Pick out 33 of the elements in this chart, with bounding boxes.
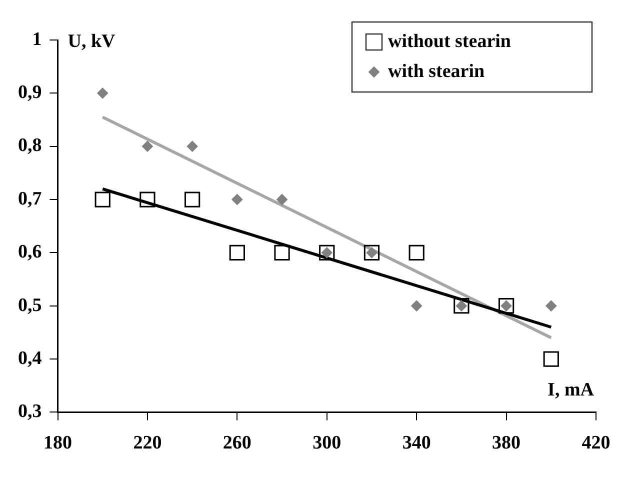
point	[546, 300, 557, 312]
y-tick-label: 0,4	[18, 348, 42, 369]
y-tick-label: 0,7	[18, 188, 42, 210]
point	[229, 244, 245, 261]
point	[543, 351, 559, 367]
point	[97, 88, 108, 99]
y-tick-label: 0,3	[18, 401, 42, 422]
point	[184, 192, 200, 208]
point	[186, 140, 198, 152]
x-tick-label: 420	[582, 432, 610, 454]
x-tick-label: 300	[312, 432, 342, 454]
x-tick-label: 380	[492, 432, 521, 454]
x-axis-title: I, mA	[548, 380, 594, 401]
point	[140, 192, 156, 208]
point	[142, 140, 153, 152]
y-axis-title: U, kV	[68, 30, 116, 52]
point	[411, 300, 422, 312]
legend-label: with stearin	[388, 60, 486, 82]
point	[276, 194, 288, 206]
x-tick-label: 220	[133, 432, 162, 454]
legend-label: without stearin	[388, 30, 512, 52]
x-tick-label: 340	[402, 432, 431, 454]
y-tick-label: 0,8	[18, 135, 42, 156]
x-tick-label: 260	[222, 432, 252, 454]
x-tick-label: 180	[44, 432, 72, 454]
point	[274, 244, 290, 261]
point	[408, 244, 424, 261]
y-tick-label: 0,5	[18, 294, 42, 316]
y-tick-label: 0,9	[18, 82, 42, 104]
y-tick-label: 1	[32, 28, 42, 50]
y-tick-label: 0,6	[18, 242, 42, 263]
point	[94, 192, 110, 208]
point	[232, 194, 243, 206]
